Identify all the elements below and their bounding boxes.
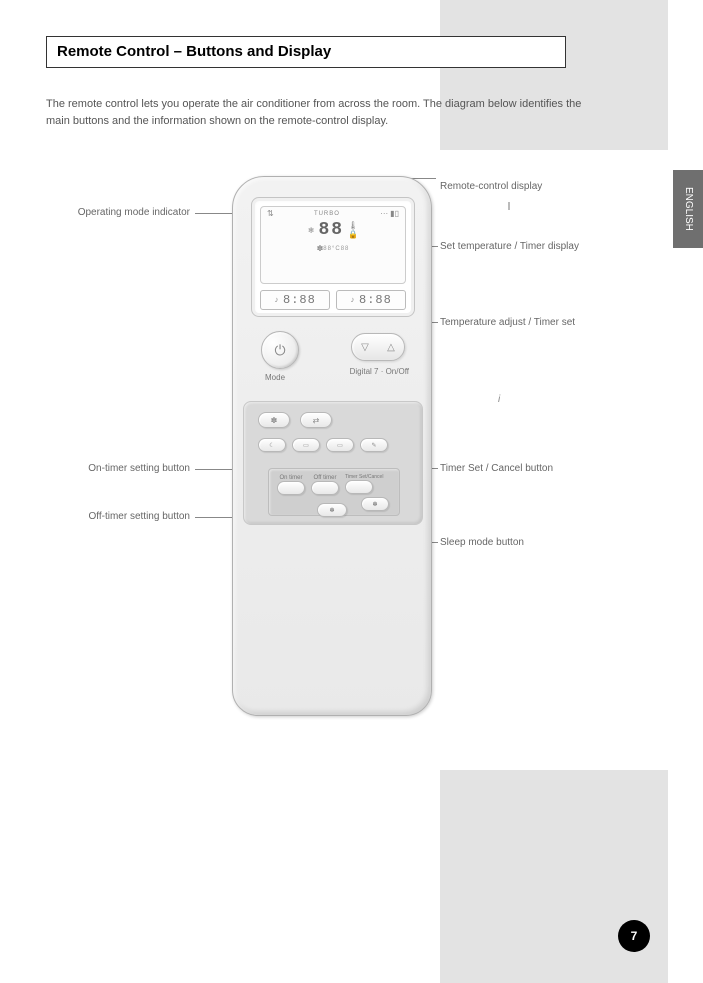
page-number: 7	[618, 920, 650, 952]
lower-extra-group: ✽	[317, 503, 347, 519]
battery-icon: ▮▯	[390, 209, 399, 218]
fan-icon: ❄	[308, 226, 315, 235]
note-icon: ♪	[350, 296, 356, 305]
quiet-button[interactable]: ▭	[292, 438, 320, 452]
top-button-row: ⏻ Mode ▽ △ Digital 7 · On/Off	[251, 327, 415, 387]
temp-down-icon: ▽	[361, 342, 369, 353]
timer-setcancel-label: Timer Set/Cancel	[345, 475, 383, 480]
intro-text: The remote control lets you operate the …	[46, 96, 586, 129]
leaf-icon: ✽	[317, 244, 324, 253]
mode-label: Mode	[265, 373, 285, 382]
sleep-button[interactable]: ☾	[258, 438, 286, 452]
off-timer-label: Off timer	[311, 475, 339, 481]
remote-control: ⇅ TURBO ··· ▮▯ ❄ 88 🌡 🔒 ✽	[232, 176, 432, 716]
callout-display: Remote-control display	[440, 180, 600, 193]
callout-mode-indicator: Operating mode indicator	[60, 206, 190, 219]
on-timer-display: ♪ 8:88	[260, 290, 330, 310]
on-timer-button[interactable]	[277, 481, 305, 495]
italic-mark: i	[498, 394, 500, 405]
language-tab: ENGLISH	[673, 170, 703, 248]
swing-button[interactable]: ⇄	[300, 412, 332, 428]
option-button[interactable]: ▭	[326, 438, 354, 452]
temp-digits: 88	[318, 220, 344, 240]
timer-setcancel-button[interactable]	[345, 480, 373, 494]
digital-label: Digital 7 · On/Off	[350, 367, 409, 376]
off-timer-digits: 8:88	[359, 293, 392, 307]
callout-on-timer: On-timer setting button	[60, 462, 190, 475]
on-timer-digits: 8:88	[283, 293, 316, 307]
callout-timer-setcancel: Timer Set / Cancel button	[440, 462, 620, 475]
off-timer-display: ♪ 8:88	[336, 290, 406, 310]
on-timer-label: On timer	[277, 475, 305, 481]
callout-temp-display: Set temperature / Timer display	[440, 240, 610, 253]
remote-display: ⇅ TURBO ··· ▮▯ ❄ 88 🌡 🔒 ✽	[251, 197, 415, 317]
note-icon: ♪	[274, 296, 280, 305]
fan-button[interactable]: ✽	[258, 412, 290, 428]
display-main-area: ⇅ TURBO ··· ▮▯ ❄ 88 🌡 🔒 ✽	[260, 206, 406, 284]
dot-mark	[508, 202, 510, 210]
power-button[interactable]: ⏻	[261, 331, 299, 369]
temp-icon: 🌡	[348, 221, 358, 230]
signal-dots: ···	[380, 209, 388, 218]
extra-button-1[interactable]: ✽	[361, 497, 389, 511]
edit-button[interactable]: ✎	[360, 438, 388, 452]
extra-button-2[interactable]: ✽	[317, 503, 347, 517]
turbo-indicator: TURBO	[314, 211, 340, 217]
page-title: Remote Control – Buttons and Display	[46, 36, 566, 68]
off-timer-button[interactable]	[311, 481, 339, 495]
callout-off-timer: Off-timer setting button	[60, 510, 190, 523]
temperature-button[interactable]: ▽ △	[351, 333, 405, 361]
temp-up-icon: △	[387, 342, 395, 353]
swing-icon: ⇅	[267, 209, 274, 218]
callout-sleep: Sleep mode button	[440, 536, 610, 549]
lock-icon: 🔒	[348, 230, 358, 239]
callout-temp-button: Temperature adjust / Timer set	[440, 316, 610, 329]
page-edge	[668, 0, 703, 983]
small-line: 88°C88	[323, 246, 349, 252]
